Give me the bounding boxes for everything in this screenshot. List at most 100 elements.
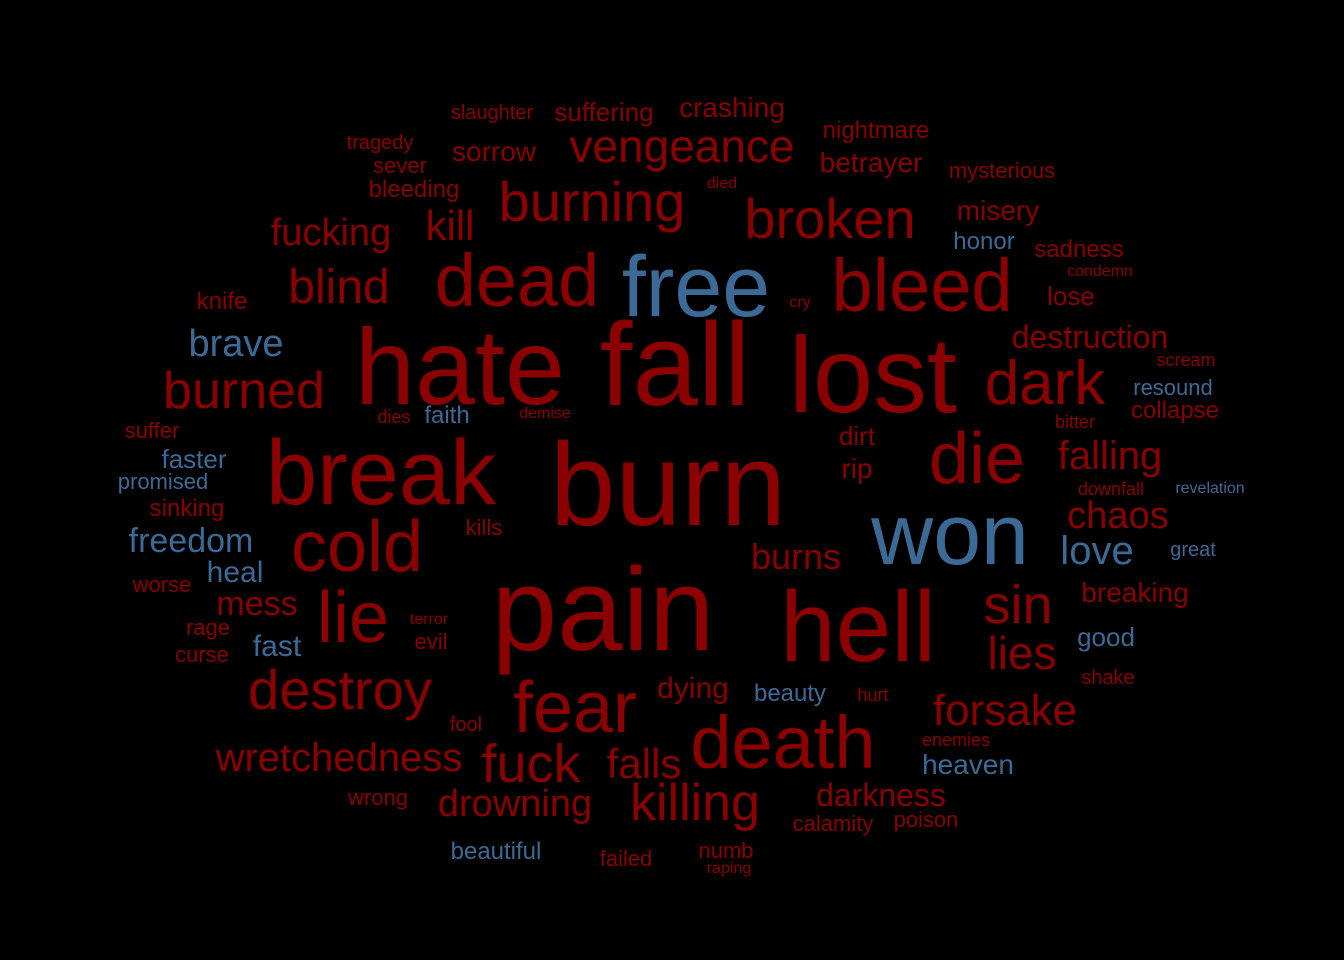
word-mess: mess xyxy=(216,585,298,623)
word-great: great xyxy=(1170,539,1216,561)
word-sin: sin xyxy=(983,575,1053,635)
word-dying: dying xyxy=(657,672,729,705)
word-collapse: collapse xyxy=(1130,397,1220,424)
word-heaven: heaven xyxy=(922,749,1014,780)
word-chaos: chaos xyxy=(1067,495,1169,537)
word-free: free xyxy=(621,239,771,335)
word-misery: misery xyxy=(956,195,1040,226)
word-tragedy: tragedy xyxy=(346,132,414,154)
word-won: won xyxy=(871,487,1029,583)
word-poison: poison xyxy=(893,807,959,832)
word-fuck: fuck xyxy=(481,734,581,794)
word-death: death xyxy=(690,701,876,784)
word-honor: honor xyxy=(953,228,1015,255)
word-breaking: breaking xyxy=(1081,577,1189,608)
word-darkness: darkness xyxy=(816,777,946,813)
word-drowning: drowning xyxy=(437,783,593,825)
word-rip: rip xyxy=(841,453,873,484)
word-beautiful: beautiful xyxy=(450,838,542,865)
word-destroy: destroy xyxy=(248,658,432,721)
word-enemies: enemies xyxy=(921,730,991,750)
word-scream: scream xyxy=(1156,350,1216,370)
word-blind: blind xyxy=(288,261,390,314)
word-numb: numb xyxy=(698,838,754,863)
word-fast: fast xyxy=(252,630,302,663)
word-wretchedness: wretchedness xyxy=(215,736,463,780)
word-curse: curse xyxy=(175,642,229,667)
word-fool: fool xyxy=(449,714,483,736)
word-kills: kills xyxy=(465,515,503,540)
word-terror: terror xyxy=(409,611,449,628)
word-sever: sever xyxy=(373,153,427,178)
word-suffering: suffering xyxy=(554,97,654,127)
word-burns: burns xyxy=(750,536,842,577)
word-rage: rage xyxy=(185,615,231,640)
word-failed: failed xyxy=(599,846,653,871)
word-demise: demise xyxy=(519,405,571,422)
word-calamity: calamity xyxy=(792,811,874,836)
word-killing: killing xyxy=(629,774,761,832)
word-wrong: wrong xyxy=(348,785,408,810)
word-brave: brave xyxy=(188,323,284,365)
word-worse: worse xyxy=(132,572,192,597)
word-hate: hate xyxy=(354,306,566,427)
word-dirt: dirt xyxy=(838,421,876,451)
word-promised: promised xyxy=(117,469,209,494)
word-crashing: crashing xyxy=(679,92,785,123)
word-bleed: bleed xyxy=(831,244,1013,327)
word-faith: faith xyxy=(424,402,470,429)
word-burn: burn xyxy=(549,419,787,551)
word-slaughter: slaughter xyxy=(450,102,534,124)
word-dark: dark xyxy=(984,349,1106,418)
word-pain: pain xyxy=(491,544,715,676)
word-destruction: destruction xyxy=(1011,319,1169,355)
word-break: break xyxy=(265,422,497,524)
word-cry: cry xyxy=(789,294,811,311)
word-sadness: sadness xyxy=(1034,236,1124,263)
word-freedom: freedom xyxy=(128,522,254,560)
word-lost: lost xyxy=(788,314,958,435)
word-bleeding: bleeding xyxy=(368,176,460,203)
word-broken: broken xyxy=(744,187,916,250)
word-kill: kill xyxy=(425,202,475,249)
word-faster: faster xyxy=(161,444,227,474)
word-lies: lies xyxy=(987,627,1057,679)
word-falling: falling xyxy=(1057,434,1163,478)
word-hurt: hurt xyxy=(857,685,889,705)
word-beauty: beauty xyxy=(753,680,827,707)
word-nightmare: nightmare xyxy=(822,117,930,144)
word-fear: fear xyxy=(512,668,638,748)
word-mysterious: mysterious xyxy=(948,158,1056,183)
word-sorrow: sorrow xyxy=(451,136,537,167)
word-good: good xyxy=(1077,622,1135,652)
word-downfall: downfall xyxy=(1077,479,1145,499)
word-burning: burning xyxy=(498,170,686,233)
word-suffer: suffer xyxy=(124,418,180,443)
word-raping: raping xyxy=(706,860,752,877)
word-died: died xyxy=(706,175,738,192)
word-dies: dies xyxy=(377,407,411,427)
word-evil: evil xyxy=(414,629,448,654)
word-revelation: revelation xyxy=(1175,480,1245,497)
word-burned: burned xyxy=(163,362,325,420)
word-falls: falls xyxy=(606,740,682,787)
word-sinking: sinking xyxy=(149,495,225,522)
word-cold: cold xyxy=(290,507,424,587)
word-condemn: condemn xyxy=(1067,263,1133,280)
word-resound: resound xyxy=(1133,375,1213,400)
word-shake: shake xyxy=(1081,667,1135,689)
word-heal: heal xyxy=(206,556,264,589)
word-lie: lie xyxy=(316,578,390,658)
word-knife: knife xyxy=(196,288,248,315)
word-hell: hell xyxy=(780,571,936,683)
word-die: die xyxy=(928,419,1026,499)
word-lose: lose xyxy=(1047,281,1095,311)
word-vengeance: vengeance xyxy=(569,120,795,172)
word-forsake: forsake xyxy=(932,686,1078,735)
word-bitter: bitter xyxy=(1054,412,1096,432)
word-dead: dead xyxy=(434,239,600,322)
word-fucking: fucking xyxy=(270,212,392,254)
word-betrayer: betrayer xyxy=(819,147,923,178)
word-love: love xyxy=(1060,529,1134,573)
